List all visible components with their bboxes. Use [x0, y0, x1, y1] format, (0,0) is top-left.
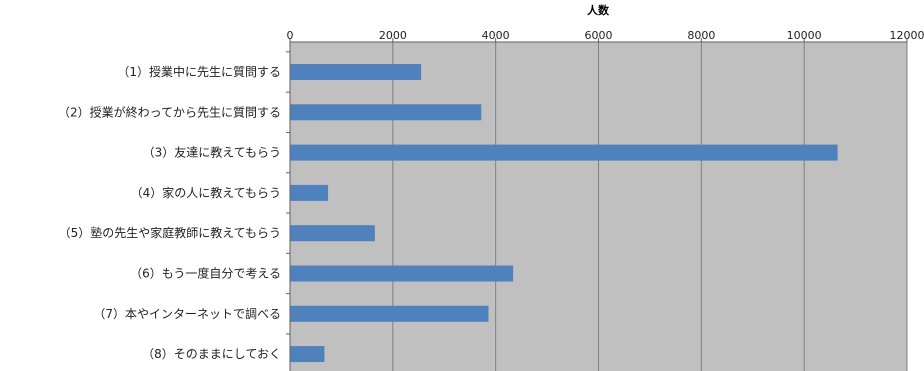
bar: [290, 64, 422, 80]
category-label: （2）授業が終わってから先生に質問する: [58, 104, 281, 119]
bar: [290, 305, 489, 322]
category-label: （5）塾の先生や家庭教師に教えてもらう: [59, 225, 281, 240]
category-label: （7）本やインターネットで調べる: [93, 307, 281, 321]
bar: [290, 144, 838, 161]
x-tick-label: 2000: [379, 29, 407, 42]
category-labels: （1）授業中に先生に質問する （2）授業が終わってから先生に質問する （3）友達に教…: [58, 64, 281, 361]
bars: [286, 42, 838, 371]
x-tick-labels: 0 2000 4000 6000 8000 10000 12000: [287, 29, 924, 42]
bar: [290, 104, 482, 121]
category-label: （6）もう一度自分で考える: [130, 266, 281, 281]
category-label: （3）友達に教えてもらう: [143, 145, 281, 160]
bar: [290, 265, 514, 282]
x-tick-label: 0: [287, 29, 294, 42]
bar: [290, 346, 325, 363]
x-tick-label: 10000: [787, 29, 822, 42]
category-label: （4）家の人に教えてもらう: [131, 185, 281, 200]
category-label: （8）そのままにしておく: [142, 347, 281, 361]
x-tick-label: 8000: [687, 29, 715, 42]
x-tick-label: 12000: [890, 29, 924, 42]
x-axis-title: 人数: [587, 3, 610, 17]
bar: [290, 225, 375, 242]
bar: [290, 184, 329, 201]
x-tick-label: 6000: [585, 29, 613, 42]
x-tick-label: 4000: [482, 29, 510, 42]
category-label: （1）授業中に先生に質問する: [117, 64, 281, 79]
gridlines: [289, 38, 908, 371]
